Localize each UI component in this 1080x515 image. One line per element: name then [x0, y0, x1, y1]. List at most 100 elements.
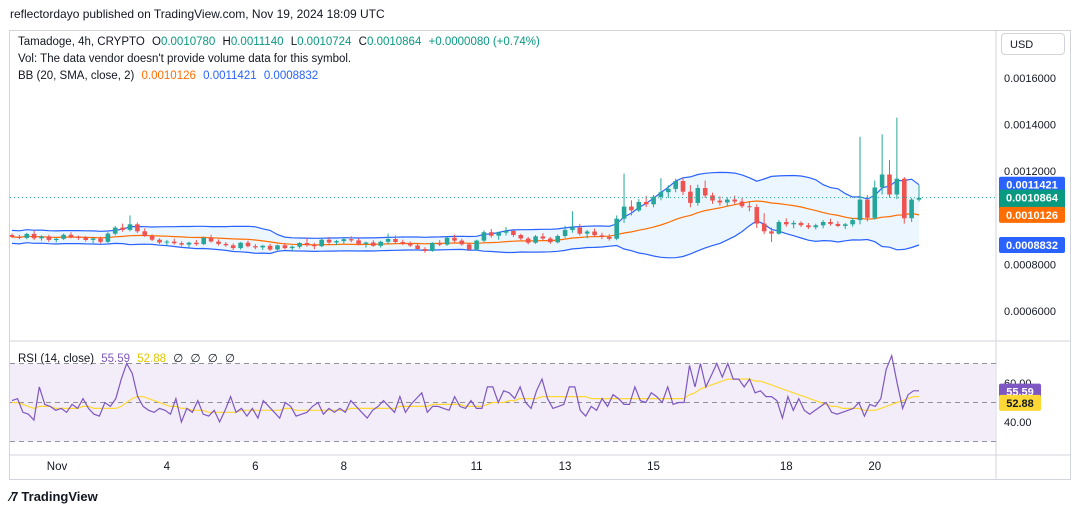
candle-body: [400, 242, 406, 244]
currency-button[interactable]: USD: [1001, 33, 1065, 55]
price-axis-tick-label: 0.0012000: [1004, 166, 1056, 178]
rsi-extra: ∅: [190, 353, 201, 365]
candle-body: [385, 239, 391, 242]
candle-body: [459, 240, 465, 245]
candle-body: [267, 245, 273, 250]
badge-rsi-ma-text: 52.88: [1006, 398, 1034, 410]
high-label: H: [222, 36, 231, 48]
candle-body: [415, 245, 420, 249]
rsi-legend: RSI (14, close) 55.59 52.88 ∅ ∅ ∅ ∅: [18, 351, 239, 365]
candle-body: [525, 238, 531, 243]
candle-body: [245, 242, 251, 247]
time-axis-tick-label: 8: [341, 461, 347, 473]
badge-rsi-ma-bg: [999, 394, 1041, 411]
candle-body: [223, 243, 229, 246]
candle-body: [46, 236, 52, 240]
candle-body: [629, 206, 634, 211]
candle-body: [872, 187, 878, 218]
bb-upper-value: 0.0011421: [203, 70, 257, 82]
candle-body: [297, 243, 302, 247]
time-axis-tick-label: 4: [164, 461, 171, 473]
published-line: reflectordayo published on TradingView.c…: [10, 7, 385, 21]
candle-body: [319, 239, 324, 247]
candle-body: [17, 236, 22, 238]
candle-body: [732, 199, 737, 202]
candle-body: [518, 235, 524, 239]
candle-body: [466, 244, 472, 250]
candle-body: [201, 237, 206, 245]
candle-body: [548, 238, 553, 243]
rsi-label[interactable]: RSI (14, close): [18, 353, 95, 365]
candle-body: [813, 225, 819, 228]
candle-body: [820, 222, 826, 226]
candle-body: [312, 244, 317, 247]
candle-body: [562, 229, 568, 236]
time-axis-tick-label: 13: [559, 461, 572, 473]
candle-body: [171, 241, 177, 244]
candle-body: [843, 224, 848, 226]
candle-body: [850, 220, 855, 225]
candle-body: [710, 195, 715, 201]
candle-body: [887, 174, 892, 195]
footer-brand[interactable]: ⁄7 TradingView: [10, 489, 98, 504]
candle-body: [511, 230, 516, 235]
candle-body: [747, 206, 752, 208]
bb-band-fill: [12, 172, 919, 258]
candle-body: [289, 246, 295, 249]
candle-body: [474, 240, 479, 250]
candle-body: [673, 181, 678, 189]
candle-body: [607, 236, 612, 239]
candle-body: [702, 188, 708, 196]
chart-frame: [9, 30, 1071, 480]
low-label: L: [290, 36, 298, 48]
time-axis-tick-label: Nov: [47, 461, 68, 473]
rsi-extra: ∅: [224, 353, 235, 365]
candle-body: [636, 202, 642, 211]
candle-body: [776, 222, 782, 234]
candle-body: [98, 238, 103, 242]
badge-close-text: 0.0010864: [1006, 193, 1059, 205]
candle-body: [902, 178, 907, 219]
candle-body: [621, 206, 627, 219]
candle-body: [865, 199, 870, 218]
price-axis-tick-label: 0.0016000: [1004, 73, 1056, 85]
candle-body: [570, 227, 575, 230]
candle-body: [407, 243, 413, 246]
candle-body: [282, 245, 288, 249]
bb-basis-value: 0.0010126: [141, 70, 196, 82]
badge-lower-text: 0.0008832: [1006, 240, 1058, 252]
rsi-line: [11, 353, 919, 424]
bb-legend: BB (20, SMA, close, 2) 0.0010126 0.00114…: [18, 70, 322, 82]
candle-body: [142, 231, 147, 236]
candle-body: [120, 227, 125, 230]
candle-body: [112, 227, 118, 234]
candle-body: [658, 192, 664, 197]
candle-body: [90, 238, 96, 240]
candle-body: [348, 239, 354, 241]
candle-body: [179, 243, 184, 245]
candle-body: [208, 237, 214, 242]
symbol-name[interactable]: Tamadoge, 4h, CRYPTO: [18, 36, 145, 48]
time-axis-tick-label: 15: [647, 461, 660, 473]
candle-body: [9, 235, 15, 237]
price-axis-tick-label: 0.0008000: [1004, 259, 1056, 271]
candle-body: [216, 241, 221, 244]
badge-upper-text: 0.0011421: [1006, 180, 1057, 192]
candle-body: [157, 239, 162, 243]
rsi-ma-value: 52.88: [137, 353, 167, 365]
candle-body: [503, 230, 509, 233]
close-label: C: [358, 36, 367, 48]
low-value: 0.0010724: [297, 36, 352, 48]
candle-body: [260, 245, 265, 248]
candle-body: [643, 202, 649, 205]
time-axis-tick-label: 18: [780, 461, 793, 473]
bb-label[interactable]: BB (20, SMA, close, 2): [18, 70, 135, 82]
price-axis-tick-label: 0.0014000: [1004, 120, 1056, 132]
candle-body: [341, 239, 347, 242]
rsi-extra: ∅: [207, 353, 218, 365]
open-label: O: [151, 36, 161, 48]
candle-body: [909, 199, 914, 219]
time-axis-tick-label: 6: [252, 461, 258, 473]
badge-lower-bg: [999, 237, 1065, 254]
